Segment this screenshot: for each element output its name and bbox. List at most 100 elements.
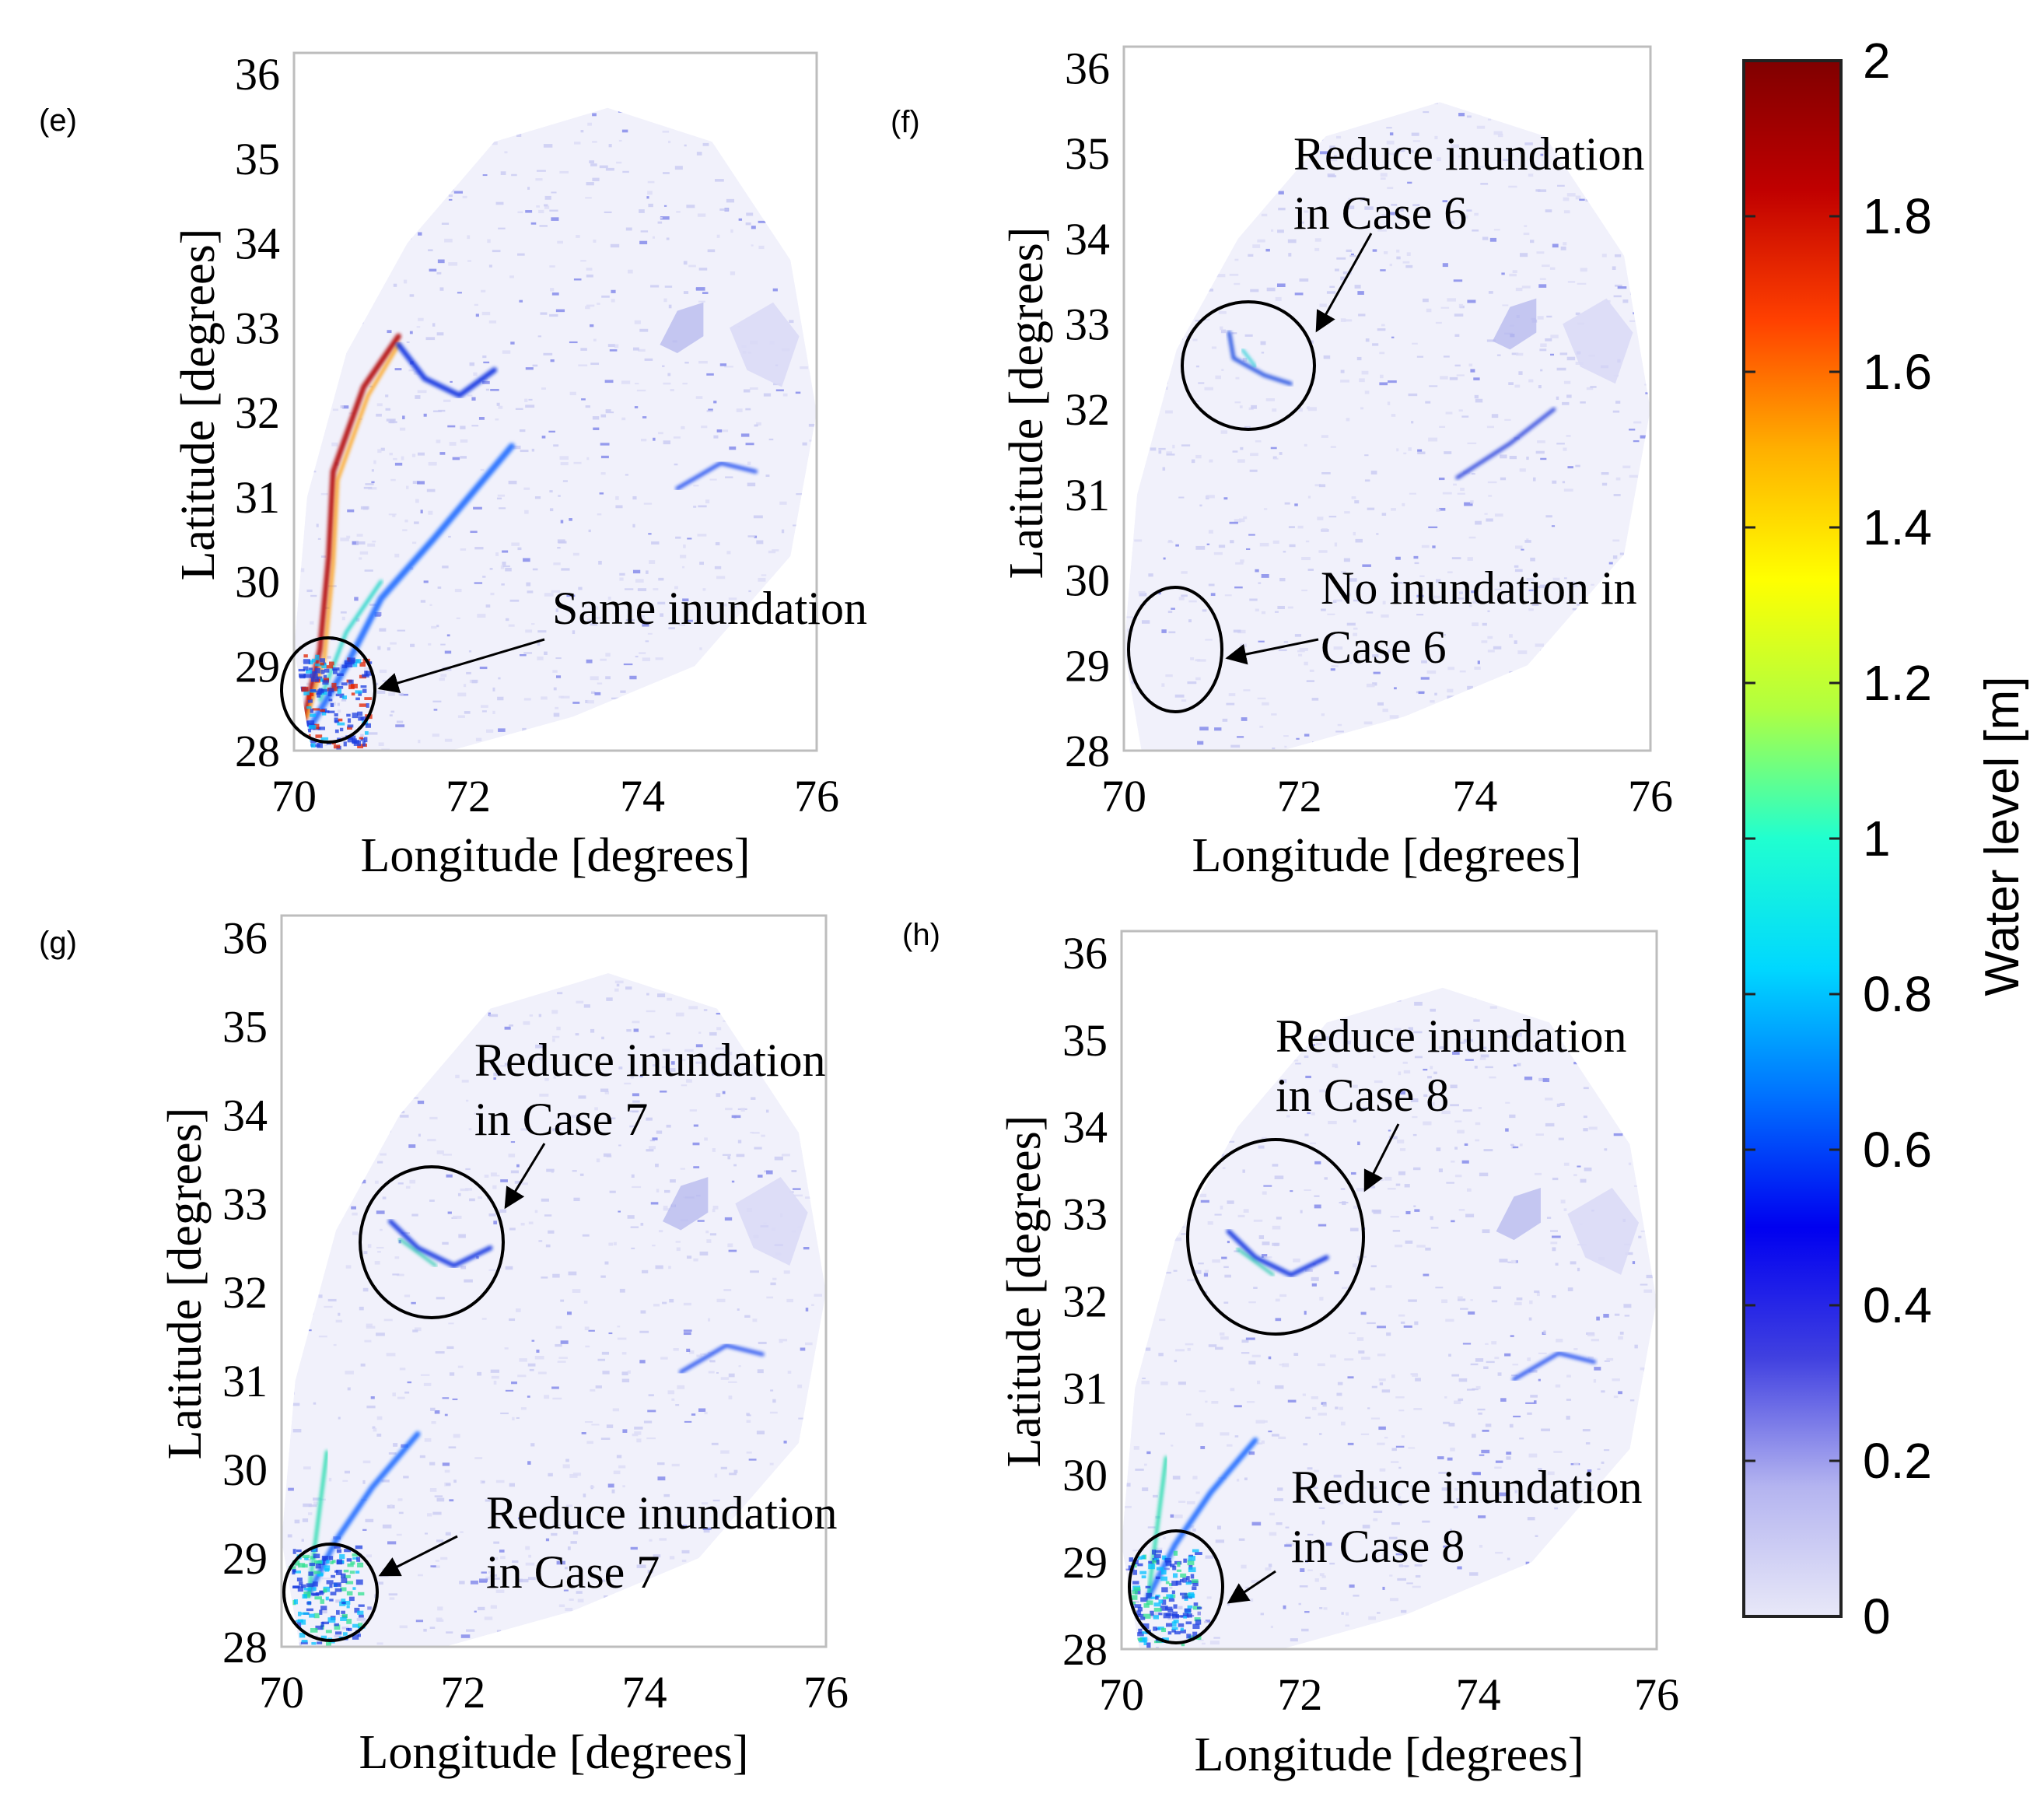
- plot-frame: [1122, 45, 1652, 752]
- annotation-line: Reduce inundation: [486, 1487, 838, 1539]
- colorbar-tick-labels: 0 0.2 0.4 0.6 0.8 1 1.2 1.4 1.6 1.8 2: [1744, 33, 1932, 1644]
- y-tick-label: 28: [1062, 1624, 1108, 1675]
- annotation-line: Case 6: [1321, 622, 1447, 673]
- colorbar-tick-label: 0.6: [1863, 1122, 1932, 1178]
- x-tick-labels: 70 72 74 76: [259, 1667, 849, 1718]
- flood-channel: [675, 461, 758, 491]
- flood-channel: [398, 1238, 437, 1267]
- colorbar-label: Water level [m]: [1976, 676, 2029, 996]
- flood-channel: [1227, 330, 1293, 386]
- flood-channel: [1241, 348, 1257, 368]
- annotation-line: No inundation in: [1321, 562, 1637, 614]
- reservoir-shape: [660, 302, 704, 353]
- x-tick-label: 72: [446, 771, 491, 821]
- y-tick-labels: 28 29 30 31 32 33 34 35 36: [222, 912, 268, 1672]
- y-axis-label: Latitude [degrees]: [159, 1108, 212, 1460]
- y-tick-label: 30: [222, 1445, 268, 1495]
- study-region: [282, 973, 826, 1647]
- y-tick-label: 34: [1065, 214, 1110, 264]
- study-region: [1122, 987, 1657, 1649]
- annotation-line: Reduce inundation: [1276, 1010, 1627, 1062]
- y-tick-label: 36: [222, 912, 268, 963]
- annotation-text: Reduce inundation in Case 7: [474, 1035, 838, 1145]
- x-tick-label: 72: [1277, 771, 1322, 821]
- x-tick-label: 76: [1628, 771, 1673, 821]
- y-tick-label: 33: [1065, 299, 1110, 350]
- flood-channel: [1512, 1351, 1597, 1382]
- x-tick-label: 70: [271, 771, 317, 821]
- panel-label: (f): [891, 105, 920, 139]
- annotation-text: Reduce inundation in Case 7: [486, 1487, 849, 1598]
- annotation-arrow: [1363, 1123, 1400, 1192]
- x-tick-labels: 70 72 74 76: [271, 771, 839, 821]
- x-tick-label: 70: [259, 1667, 304, 1718]
- annotation-text: Reduce inundation in Case 8: [1276, 1010, 1639, 1121]
- annotation-text: Reduce inundation in Case 6: [1293, 128, 1657, 239]
- y-axis-label: Latitude [degrees]: [998, 1115, 1051, 1468]
- reservoir-shape: [730, 302, 800, 387]
- colorbar-scale: [1742, 59, 1843, 1618]
- highlight-circle: [359, 1165, 505, 1319]
- y-tick-labels: 28 29 30 31 32 33 34 35 36: [235, 49, 280, 776]
- annotation-arrow: [377, 638, 545, 694]
- annotation-text: No inundation in Case 6: [1321, 562, 1649, 673]
- flood-channel: [1236, 1247, 1275, 1276]
- y-tick-label: 29: [1065, 640, 1110, 691]
- x-tick-label: 74: [1456, 1669, 1501, 1720]
- colorbar-tick-label: 1.6: [1863, 344, 1932, 400]
- reservoir-shape: [1496, 1188, 1541, 1241]
- x-axis-label: Longitude [degrees]: [1192, 829, 1582, 882]
- y-tick-label: 30: [1065, 555, 1110, 606]
- annotation-line: Reduce inundation: [1293, 128, 1645, 180]
- y-tick-labels: 28 29 30 31 32 33 34 35 36: [1062, 928, 1108, 1675]
- x-tick-label: 76: [794, 771, 839, 821]
- highlight-circle: [280, 636, 376, 744]
- reservoir-shape: [735, 1177, 808, 1266]
- y-tick-label: 29: [222, 1533, 268, 1584]
- panel-f: (f) 28 29 30 31 32 33 34 35 36 70 72 74 76 Longitud…: [891, 43, 1673, 882]
- inundation-map: [282, 973, 826, 1647]
- y-tick-label: 34: [235, 219, 280, 269]
- plot-frame: [292, 51, 818, 752]
- flood-channel: [1146, 1455, 1168, 1599]
- colorbar-tick-label: 1.8: [1863, 188, 1932, 244]
- x-tick-label: 70: [1101, 771, 1146, 821]
- x-axis-label: Longitude [degrees]: [1195, 1728, 1584, 1781]
- study-region: [294, 107, 817, 751]
- x-tick-labels: 70 72 74 76: [1101, 771, 1673, 821]
- plot-frame: [1120, 930, 1658, 1651]
- y-axis-label: Latitude [degrees]: [1000, 227, 1053, 580]
- colorbar-tick-label: 0.4: [1863, 1277, 1932, 1333]
- colorbar-tick-label: 0: [1863, 1588, 1891, 1644]
- plot-frame: [280, 914, 828, 1648]
- annotation-line: Reduce inundation: [1291, 1462, 1643, 1513]
- flood-channel: [395, 341, 498, 398]
- y-tick-label: 35: [222, 1001, 268, 1052]
- colorbar-tick-label: 1.4: [1863, 499, 1932, 555]
- highlight-circle: [1128, 1529, 1224, 1644]
- annotation-arrow: [1227, 1570, 1276, 1604]
- panel-label: (h): [902, 918, 940, 952]
- x-tick-label: 72: [440, 1667, 485, 1718]
- y-tick-label: 28: [222, 1622, 268, 1672]
- y-tick-label: 34: [222, 1090, 268, 1140]
- reservoir-shape: [1563, 298, 1633, 384]
- y-tick-label: 35: [235, 134, 280, 184]
- colorbar-tick-label: 1: [1863, 811, 1891, 867]
- highlight-circle: [1181, 300, 1316, 431]
- annotation-line: in Case 6: [1293, 187, 1467, 239]
- y-tick-label: 32: [1065, 384, 1110, 435]
- y-tick-label: 29: [235, 641, 280, 692]
- x-tick-label: 74: [620, 771, 665, 821]
- inundation-map: [1122, 987, 1657, 1649]
- y-tick-label: 34: [1062, 1102, 1108, 1153]
- colorbar: 0 0.2 0.4 0.6 0.8 1 1.2 1.4 1.6 1.8 2 Water level …: [1742, 33, 2029, 1644]
- x-tick-label: 72: [1277, 1669, 1322, 1720]
- annotation-line: Same inundation: [552, 583, 867, 634]
- annotation-line: in Case 7: [474, 1094, 648, 1145]
- flood-channel: [318, 580, 383, 702]
- y-tick-label: 35: [1065, 128, 1110, 179]
- annotation-text: Same inundation: [552, 583, 867, 634]
